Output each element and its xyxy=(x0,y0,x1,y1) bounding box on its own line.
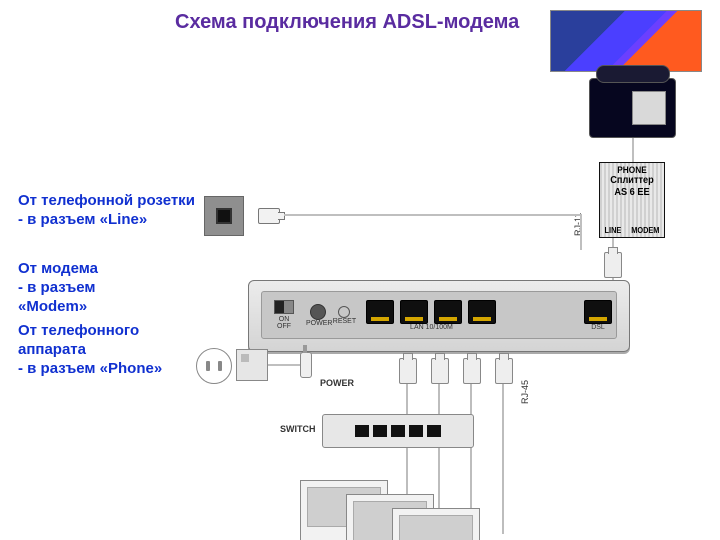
wire xyxy=(580,214,582,238)
note-modem: От модема- в разъем«Modem» xyxy=(18,260,98,316)
rj45-plug xyxy=(399,358,417,384)
modem-reset-label: RESET xyxy=(332,318,356,325)
power-label: POWER xyxy=(320,378,354,388)
modem-power-label: POWER xyxy=(306,320,332,327)
rj45-plug xyxy=(431,358,449,384)
wire xyxy=(284,214,580,216)
page-title: Схема подключения ADSL-модема xyxy=(175,10,519,34)
adsl-modem: ONOFF POWER RESET LAN 10/100M DSL xyxy=(248,280,630,352)
rj45-plug xyxy=(463,358,481,384)
splitter-name: Сплиттер xyxy=(601,175,664,186)
wire xyxy=(580,238,582,250)
wall-phone-jack xyxy=(204,196,244,236)
note-line: От телефонной розетки- в разъем «Line» xyxy=(18,192,195,230)
splitter-model: AS 6 EE xyxy=(601,187,664,198)
power-jack xyxy=(310,304,326,320)
switch-label: SWITCH xyxy=(280,424,316,434)
telephone-icon xyxy=(589,78,676,138)
wire xyxy=(502,384,504,534)
logo-badge xyxy=(550,10,702,72)
rj45-plug xyxy=(495,358,513,384)
network-switch xyxy=(322,414,474,448)
diagram-stage: Схема подключения ADSL-модема От телефон… xyxy=(0,0,720,540)
modem-dsl-label: DSL xyxy=(584,324,612,331)
power-adapter xyxy=(236,349,268,381)
splitter-box: PHONE Сплиттер AS 6 EE LINE MODEM xyxy=(599,162,665,238)
rj11-plug xyxy=(604,252,622,278)
wire xyxy=(632,138,634,162)
dsl-port xyxy=(584,300,612,324)
rj11-plug xyxy=(258,208,280,224)
splitter-modem: MODEM xyxy=(601,226,660,235)
dc-plug xyxy=(300,352,312,378)
splitter-top: PHONE xyxy=(601,165,664,175)
lan-ports xyxy=(366,300,496,324)
modem-onoff: ONOFF xyxy=(277,316,291,330)
modem-lan-label: LAN 10/100M xyxy=(356,324,506,331)
note-phone: От телефонногоаппарата- в разъем «Phone» xyxy=(18,322,162,378)
reset-button xyxy=(338,306,350,318)
monitor-icon xyxy=(392,508,480,540)
rj45-label: RJ-45 xyxy=(520,380,530,404)
wire xyxy=(268,364,300,366)
wall-socket-icon xyxy=(196,348,232,384)
